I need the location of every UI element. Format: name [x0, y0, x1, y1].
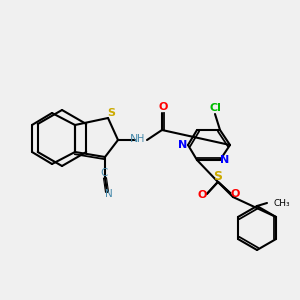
Text: S: S [107, 108, 115, 118]
Text: O: O [230, 189, 240, 199]
Text: O: O [197, 190, 207, 200]
Text: C: C [100, 168, 108, 178]
Text: Cl: Cl [209, 103, 221, 113]
Text: O: O [158, 102, 168, 112]
Text: N: N [105, 189, 113, 199]
Text: N: N [130, 134, 138, 144]
Text: CH₃: CH₃ [273, 199, 290, 208]
Text: N: N [178, 140, 188, 150]
Text: N: N [220, 155, 230, 165]
Text: H: H [137, 134, 145, 144]
Text: S: S [214, 170, 223, 184]
